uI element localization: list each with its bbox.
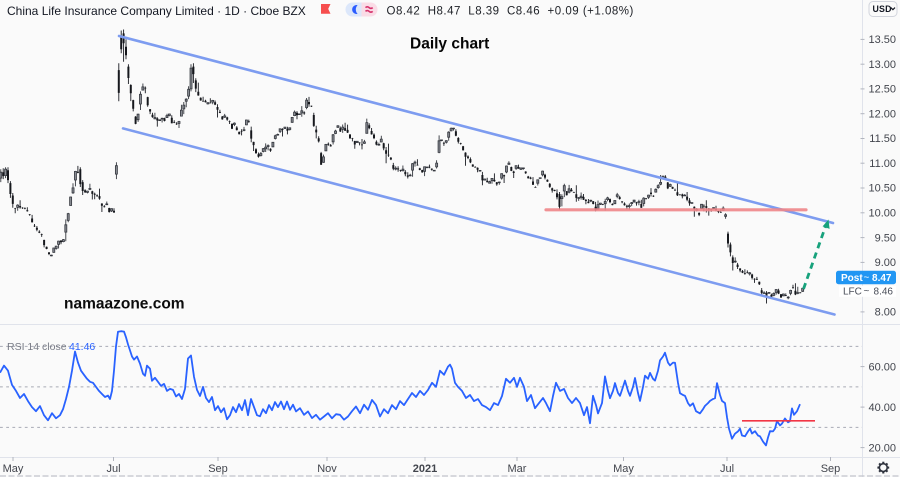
svg-text:Jul: Jul: [106, 463, 120, 475]
svg-text:20.00: 20.00: [868, 442, 896, 454]
svg-text:2021: 2021: [413, 463, 437, 475]
svg-text:Post: Post: [841, 273, 863, 284]
svg-text:13.50: 13.50: [868, 34, 896, 46]
svg-text:9.00: 9.00: [875, 257, 896, 269]
svg-text:USD: USD: [873, 4, 892, 14]
svg-text:8.47: 8.47: [872, 273, 892, 284]
svg-text:Daily chart: Daily chart: [410, 36, 489, 53]
svg-text:13.00: 13.00: [868, 59, 896, 71]
svg-text:RSI 14 close: RSI 14 close: [7, 341, 67, 353]
svg-text:namaazone.com: namaazone.com: [64, 296, 185, 313]
svg-text:60.00: 60.00: [868, 361, 896, 373]
svg-text:~: ~: [864, 273, 870, 284]
svg-text:Jul: Jul: [720, 463, 734, 475]
svg-text:~: ~: [864, 286, 870, 297]
svg-text:8.00: 8.00: [875, 307, 896, 319]
svg-text:12.50: 12.50: [868, 84, 896, 96]
svg-text:40.00: 40.00: [868, 402, 896, 414]
svg-text:May: May: [613, 463, 634, 475]
svg-text:May: May: [3, 463, 24, 475]
svg-text:8.46: 8.46: [874, 287, 894, 298]
svg-text:Nov: Nov: [317, 463, 337, 475]
svg-text:11.00: 11.00: [869, 158, 896, 170]
svg-text:LFC: LFC: [843, 287, 862, 298]
svg-text:41.46: 41.46: [69, 341, 95, 353]
svg-text:10.00: 10.00: [868, 208, 896, 220]
svg-text:9.50: 9.50: [875, 232, 896, 244]
svg-text:Sep: Sep: [821, 463, 841, 475]
svg-text:China Life Insurance Company L: China Life Insurance Company Limited · 1…: [7, 4, 306, 18]
svg-text:10.50: 10.50: [868, 183, 896, 195]
svg-text:Mar: Mar: [508, 463, 527, 475]
svg-text:12.00: 12.00: [868, 108, 896, 120]
svg-text:Sep: Sep: [208, 463, 228, 475]
svg-text:O8.42 H8.47 L8.39 C8.46 +0: O8.42 H8.47 L8.39 C8.46 +0.09 (+1.08%): [387, 5, 634, 17]
svg-text:11.50: 11.50: [869, 133, 896, 145]
